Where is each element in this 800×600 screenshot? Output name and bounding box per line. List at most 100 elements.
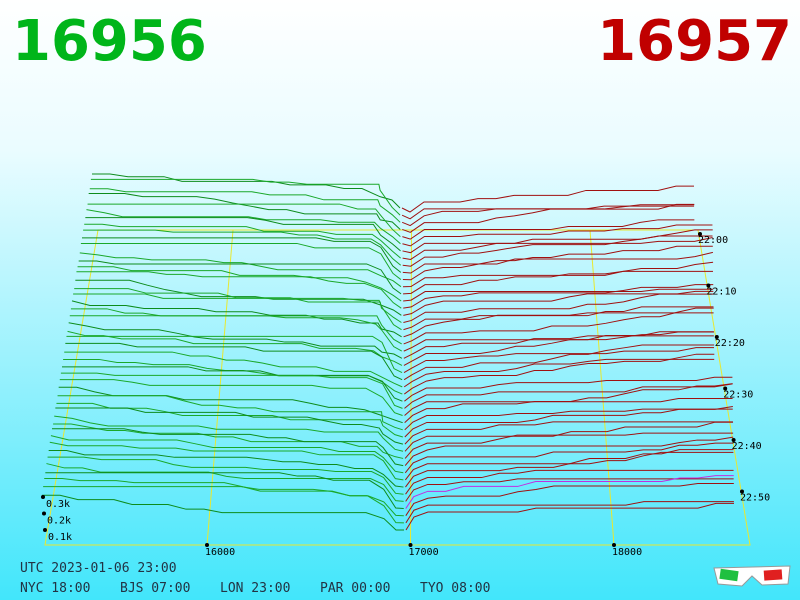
zone-time: LON 23:00 [220,581,290,596]
ask-curve [404,383,733,424]
bid-curve [65,342,403,381]
bid-curve [69,315,403,352]
bid-curve [60,372,403,409]
bid-curve [45,472,404,510]
tick-mark [731,438,736,442]
bid-curve [89,188,401,223]
ask-curve [403,307,714,345]
bid-curve [46,463,404,502]
utc-time: UTC 2023-01-06 23:00 [20,561,177,576]
bid-curve [52,428,404,467]
ask-curve [403,344,715,381]
ask-curve [404,442,734,474]
bid-curve [49,441,404,481]
ask-curve [403,331,714,366]
time-label: 22:20 [715,338,745,349]
grid-line [206,229,234,546]
ask-curve [405,449,734,488]
ask-curve [402,203,695,233]
time-label: 22:00 [698,235,728,246]
time-label: 22:10 [706,287,736,298]
ask-curve [402,219,695,240]
bid-curve [53,423,404,459]
ask-curve [403,288,714,302]
bid-curve [54,415,404,452]
ask-curve [404,421,734,452]
bid-curve [78,260,402,295]
bid-curve [75,279,402,316]
time-label: 22:50 [740,493,770,504]
bid-curve [43,486,404,524]
ask-curve [402,251,714,281]
volume-label: 0.1k [48,532,72,543]
zone-time: NYC 18:00 [20,581,90,596]
grid-line [589,229,615,546]
ask-curve [404,432,734,459]
bid-curve [64,351,403,388]
bid-curve [48,450,404,488]
price-tick-label: 18000 [612,547,642,558]
ask-curve [404,421,733,445]
tick-mark [706,283,711,288]
bid-curve [80,242,402,280]
price-tick-label: 16000 [205,547,235,558]
bid-curve [55,407,404,445]
tick-mark [408,543,413,547]
tick-mark [205,543,209,547]
zone-time: PAR 00:00 [320,581,390,596]
bid-curve [90,178,401,216]
tick-mark [714,335,719,339]
ask-curve [404,436,734,466]
grid-line [410,229,412,546]
ask-curve [403,312,714,338]
tick-mark [740,489,744,494]
tick-mark [612,543,616,547]
bid-curve [47,456,404,495]
depth-curves [42,173,734,531]
ask-curve [405,475,734,509]
ask-curve [402,237,713,260]
ask-curve [402,245,713,274]
time-label: 22:30 [723,390,753,401]
bid-curve [57,395,403,431]
bid-curve [86,209,401,245]
glasses-icon [713,565,791,587]
bid-curve [42,494,404,531]
tick-mark [42,511,46,516]
ask-curve [402,224,713,247]
price-tick-label: 17000 [409,547,439,558]
ask-curve [404,383,733,409]
ask-curve [404,408,733,431]
zone-time: TYO 08:00 [420,581,490,596]
volume-label: 0.2k [47,516,71,527]
bid-curve [88,193,401,230]
bid-curve [59,379,403,416]
bid-curve [74,288,402,323]
bid-curve [76,271,402,309]
bid-curve [83,229,402,266]
bid-curve [84,223,401,259]
bid-curve [77,266,402,302]
ask-curve [403,261,714,295]
tick-mark [43,528,47,532]
volume-label: 0.3k [46,499,70,510]
tick-mark [698,232,702,236]
bid-curve [50,435,404,474]
ask-price: 16957 [597,9,792,74]
ask-curve [404,376,733,402]
bid-curve [67,330,403,366]
bid-curve [68,322,403,359]
ask-curve [404,406,733,438]
tick-mark [723,386,728,391]
ask-curve [403,293,714,323]
bid-curve [87,203,401,237]
ask-curve [402,229,713,267]
ask-curve [401,204,695,227]
bid-curve [92,173,401,209]
zone-time: BJS 07:00 [120,581,190,596]
time-label: 22:40 [732,441,762,452]
bid-curve [85,217,401,252]
ask-curve [403,335,714,359]
bid-curve [66,335,403,374]
